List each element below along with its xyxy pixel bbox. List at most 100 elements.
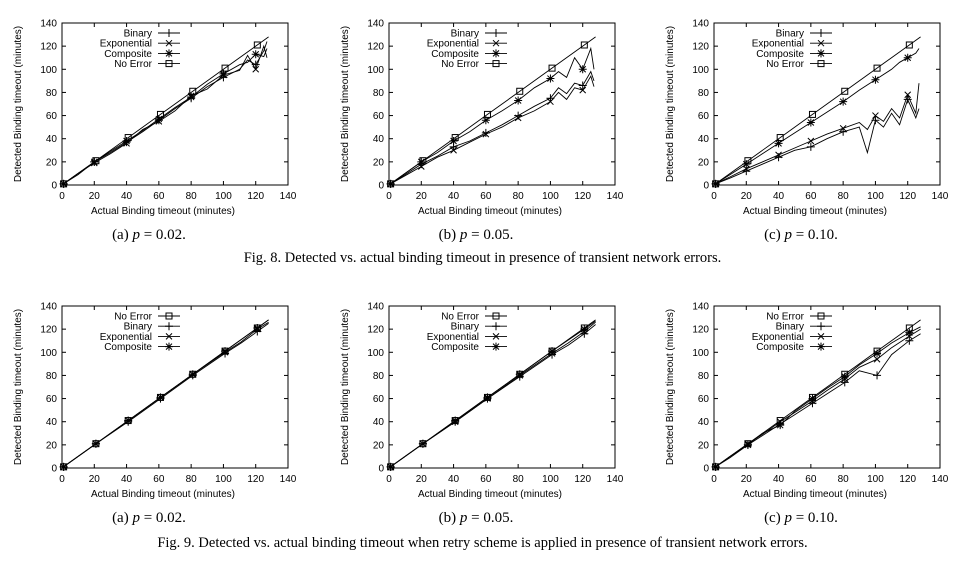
series-point [516, 87, 524, 95]
series-point [451, 134, 459, 142]
series-point [419, 157, 427, 165]
series-point [253, 41, 261, 49]
series-point [514, 114, 522, 122]
series-point [775, 151, 782, 159]
y-tick-label: 120 [692, 42, 709, 53]
series-point [806, 118, 815, 127]
legend-label: Composite [756, 342, 804, 353]
legend-marker [165, 60, 173, 68]
x-tick-label: 140 [280, 191, 297, 202]
series-point [418, 439, 427, 448]
series-line [63, 319, 269, 468]
x-tick-label: 0 [711, 191, 717, 202]
series-point [905, 328, 914, 337]
series-point [840, 372, 849, 381]
legend-marker [165, 312, 173, 320]
y-tick-label: 0 [51, 464, 57, 475]
panel-subcaption: (b) p = 0.05. [439, 510, 514, 526]
x-tick-label: 40 [448, 191, 460, 202]
y-tick-label: 80 [698, 88, 710, 99]
y-tick-label: 60 [698, 394, 710, 405]
x-axis-label: Actual Binding timeout (minutes) [91, 206, 235, 217]
series-point [188, 370, 197, 379]
series-point [156, 393, 165, 402]
x-tick-label: 80 [186, 191, 198, 202]
x-tick-label: 60 [805, 474, 817, 485]
series-line [63, 48, 268, 185]
x-tick-label: 20 [89, 474, 101, 485]
y-tick-label: 20 [46, 157, 58, 168]
legend-marker [817, 29, 825, 37]
series-point [547, 98, 554, 106]
series-point [776, 421, 785, 430]
y-tick-label: 0 [703, 464, 709, 475]
series-point [839, 124, 847, 132]
x-tick-label: 20 [89, 191, 101, 202]
y-tick-label: 80 [698, 371, 710, 382]
x-tick-label: 80 [838, 474, 850, 485]
series-point [904, 91, 912, 99]
x-tick-label: 20 [741, 191, 753, 202]
y-tick-label: 0 [378, 464, 384, 475]
series-point [156, 110, 164, 118]
y-axis-label: Detected Binding timeout (minutes) [665, 26, 676, 182]
y-tick-label: 60 [46, 394, 58, 405]
series-point [60, 180, 68, 188]
x-tick-label: 0 [59, 474, 65, 485]
legend-label: Exponential [427, 332, 479, 343]
x-tick-label: 80 [513, 474, 525, 485]
plot-frame [388, 305, 616, 469]
y-tick-label: 120 [40, 325, 57, 336]
y-tick-label: 140 [692, 302, 709, 313]
x-tick-label: 100 [867, 191, 884, 202]
x-tick-label: 140 [280, 474, 297, 485]
x-tick-label: 0 [386, 191, 392, 202]
chart-panel: 0 20 40 60 80 100 120 140 0 20 40 60 80 100 120 140 Actu… [665, 302, 949, 527]
x-axis-label: Actual Binding timeout (minutes) [418, 489, 562, 500]
y-axis-label: Detected Binding timeout (minutes) [665, 309, 676, 465]
x-tick-label: 20 [741, 474, 753, 485]
series-point [744, 157, 752, 165]
series-point [873, 371, 882, 380]
series-point [483, 393, 492, 402]
legend-marker [492, 29, 500, 37]
y-tick-label: 80 [373, 371, 385, 382]
series-point [808, 394, 817, 403]
x-tick-label: 100 [867, 474, 884, 485]
plot-frame [61, 305, 289, 469]
x-tick-label: 100 [542, 191, 559, 202]
series-point [841, 87, 849, 95]
x-tick-label: 20 [416, 474, 428, 485]
legend-label: Binary [776, 322, 804, 333]
legend-marker [817, 333, 825, 340]
legend-label: Binary [124, 322, 152, 333]
series-point [514, 96, 523, 105]
legend-marker [817, 60, 825, 68]
legend-marker [165, 342, 173, 351]
y-tick-label: 60 [373, 111, 385, 122]
series-point [808, 110, 816, 118]
series-point [59, 179, 68, 188]
panel-subcaption: (a) p = 0.02. [112, 227, 186, 243]
legend-label: Binary [124, 29, 152, 40]
figure-8-caption: Fig. 8. Detected vs. actual binding time… [243, 250, 722, 266]
series-point [221, 347, 230, 356]
y-tick-label: 60 [46, 111, 58, 122]
legend-marker [492, 39, 500, 47]
series-point [546, 74, 555, 83]
y-tick-label: 0 [378, 181, 384, 192]
series-point [579, 86, 587, 94]
x-tick-label: 120 [899, 474, 916, 485]
x-axis-label: Actual Binding timeout (minutes) [418, 206, 562, 217]
legend-label: Composite [104, 49, 152, 60]
y-tick-label: 40 [698, 134, 710, 145]
series-point [873, 349, 882, 358]
series-point [711, 179, 720, 188]
plot-frame [61, 22, 289, 186]
x-tick-label: 100 [215, 191, 232, 202]
y-tick-label: 140 [40, 19, 57, 30]
x-tick-label: 40 [121, 191, 133, 202]
series-point [59, 462, 68, 471]
y-tick-label: 80 [46, 88, 58, 99]
y-tick-label: 140 [40, 302, 57, 313]
